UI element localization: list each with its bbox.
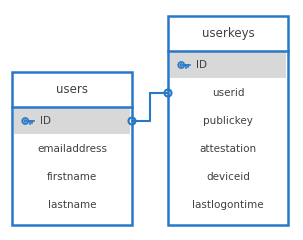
Text: deviceid: deviceid xyxy=(206,172,250,182)
Bar xyxy=(168,16,288,225)
Text: emailaddress: emailaddress xyxy=(37,144,107,154)
Bar xyxy=(170,51,286,78)
Text: lastname: lastname xyxy=(48,200,96,210)
Bar xyxy=(12,72,132,225)
Text: attestation: attestation xyxy=(199,144,257,154)
Text: ID: ID xyxy=(40,116,51,126)
Text: users: users xyxy=(56,83,88,96)
Text: publickey: publickey xyxy=(203,116,253,126)
Text: firstname: firstname xyxy=(47,172,97,182)
Text: userkeys: userkeys xyxy=(201,27,255,40)
Bar xyxy=(14,107,130,134)
Text: lastlogontime: lastlogontime xyxy=(192,200,264,210)
Text: ID: ID xyxy=(196,60,207,70)
Text: userid: userid xyxy=(212,88,244,98)
